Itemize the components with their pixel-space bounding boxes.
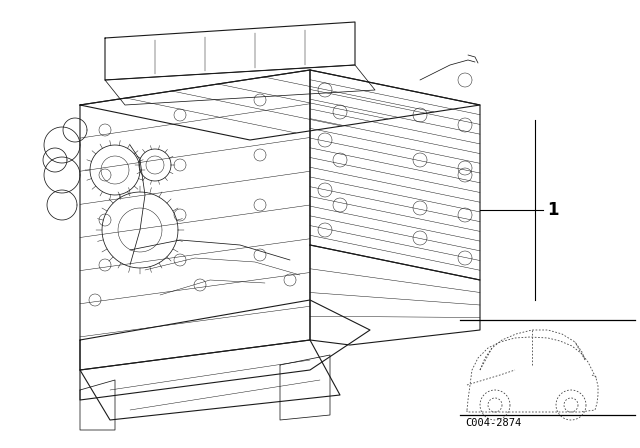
Text: C004-2874: C004-2874 [465, 418, 521, 428]
Text: 1: 1 [547, 201, 559, 219]
